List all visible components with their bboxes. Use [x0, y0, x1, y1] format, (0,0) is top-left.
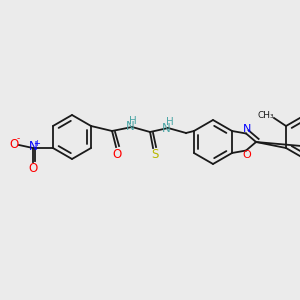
Text: O: O	[112, 148, 122, 160]
Text: CH₃: CH₃	[258, 110, 274, 119]
Text: H: H	[129, 116, 137, 126]
Text: N: N	[162, 122, 170, 134]
Text: S: S	[152, 148, 159, 161]
Text: N: N	[243, 124, 251, 134]
Text: N: N	[28, 140, 37, 154]
Text: O: O	[243, 149, 251, 160]
Text: +: +	[34, 139, 40, 148]
Text: O: O	[9, 137, 19, 151]
Text: O: O	[28, 161, 38, 175]
Text: H: H	[166, 117, 174, 127]
Text: -: -	[16, 134, 20, 143]
Text: N: N	[126, 121, 134, 134]
